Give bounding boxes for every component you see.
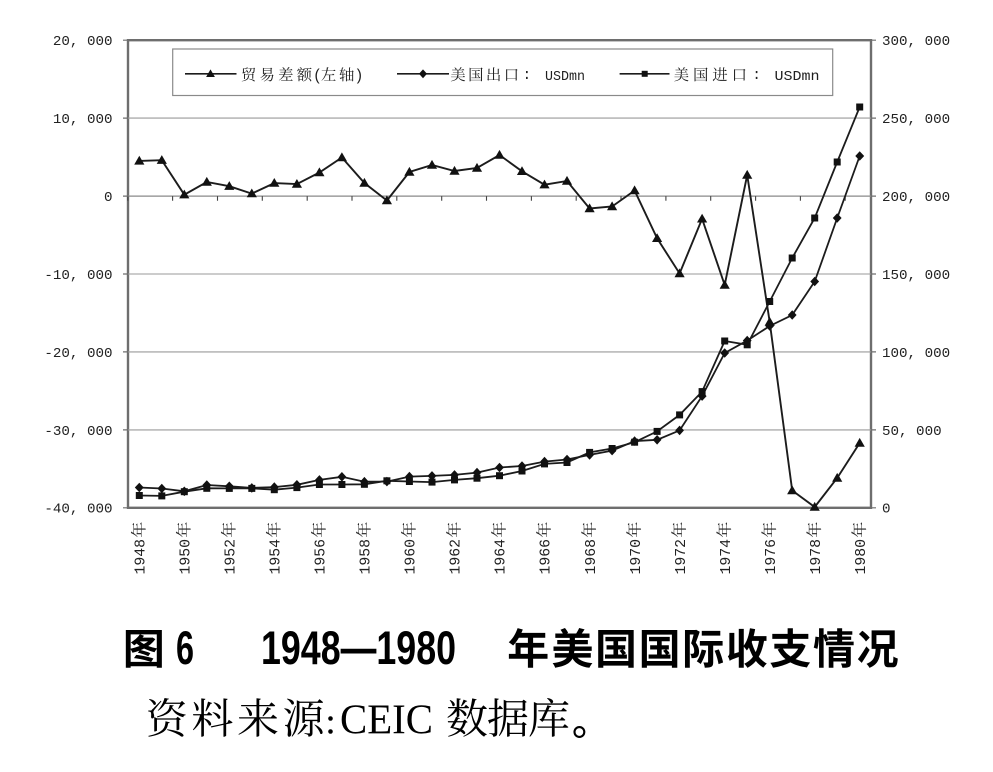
svg-text:1974: 1974: [719, 539, 735, 575]
svg-text:USDmn: USDmn: [545, 69, 585, 85]
svg-text:0: 0: [104, 190, 113, 206]
svg-text:1972: 1972: [674, 539, 690, 575]
svg-text::: :: [523, 68, 532, 84]
svg-text:1966: 1966: [539, 539, 555, 575]
svg-text:-20, 000: -20, 000: [44, 346, 112, 362]
svg-text:1952: 1952: [224, 539, 240, 575]
svg-text:1956: 1956: [314, 539, 330, 575]
svg-text:20, 000: 20, 000: [53, 34, 113, 50]
svg-text:150, 000: 150, 000: [882, 268, 950, 284]
svg-text:1970: 1970: [629, 539, 645, 575]
svg-text::: :: [752, 68, 761, 84]
svg-text:1958: 1958: [359, 539, 375, 575]
svg-text:1964: 1964: [494, 539, 510, 575]
svg-text:250, 000: 250, 000: [882, 112, 950, 128]
svg-text:50, 000: 50, 000: [882, 424, 942, 440]
svg-text:1948: 1948: [134, 539, 150, 575]
svg-text:-30, 000: -30, 000: [44, 424, 112, 440]
svg-text:USDmn: USDmn: [775, 69, 820, 85]
svg-text:100, 000: 100, 000: [882, 346, 950, 362]
svg-text:6: 6: [176, 622, 194, 675]
svg-text:1976: 1976: [764, 539, 780, 575]
svg-text:(: (: [315, 67, 321, 84]
svg-text:1980: 1980: [854, 539, 870, 575]
svg-text:200, 000: 200, 000: [882, 190, 950, 206]
svg-text:1968: 1968: [584, 539, 600, 575]
svg-text:0: 0: [882, 502, 891, 518]
svg-text:): ): [357, 67, 362, 84]
svg-text:-40, 000: -40, 000: [44, 502, 112, 518]
svg-text:1948—1980: 1948—1980: [261, 622, 456, 675]
svg-text:1960: 1960: [404, 539, 420, 575]
svg-text:300, 000: 300, 000: [882, 34, 950, 50]
svg-text:1950: 1950: [179, 539, 195, 575]
svg-text:10, 000: 10, 000: [53, 112, 113, 128]
svg-text:1962: 1962: [449, 539, 465, 575]
svg-text:CEIC: CEIC: [340, 697, 433, 744]
svg-text:-10, 000: -10, 000: [44, 268, 112, 284]
svg-text:1978: 1978: [809, 539, 825, 575]
svg-text:1954: 1954: [269, 539, 285, 575]
